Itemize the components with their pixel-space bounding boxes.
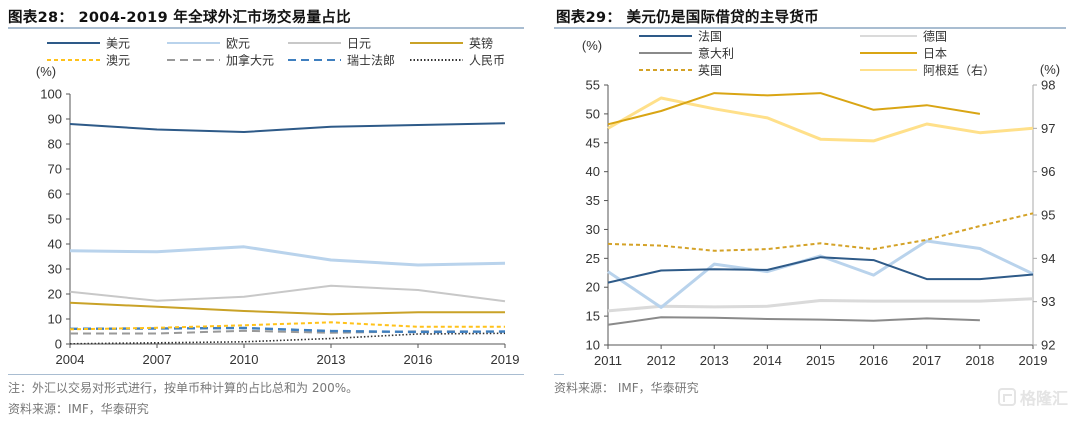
legend-label: 澳元 — [106, 54, 130, 68]
x-tick-label: 2007 — [143, 352, 172, 367]
left-chart-source: 资料来源：IMF，华泰研究 — [8, 402, 149, 416]
series-line-series-1 — [607, 297, 1034, 313]
series-line-series-0 — [607, 256, 1034, 284]
series-line-series-4 — [607, 212, 1034, 252]
series-line-series-6 — [607, 239, 1034, 309]
series-line-series-2 — [69, 284, 506, 303]
series-line-series-2 — [607, 316, 980, 326]
legend-label: 英镑 — [469, 36, 493, 51]
left-chart-note: 注：外汇以交易对形式进行，按单币种计算的占比总和为 200%。 — [8, 381, 359, 395]
y-tick-label: 100 — [40, 87, 62, 102]
x-tick-label: 2018 — [965, 353, 994, 368]
right-bottom-rule — [554, 374, 564, 375]
y-tick-label: 0 — [55, 337, 62, 352]
y-tick-label: 50 — [48, 212, 62, 227]
y-axis-unit-label: (%) — [36, 64, 56, 79]
right-chart-source: 资料来源： IMF，华泰研究 — [554, 381, 699, 395]
right-chart-title: 图表29： 美元仍是国际借贷的主导货币 — [556, 10, 819, 26]
x-tick-label: 2016 — [859, 353, 888, 368]
y-tick-label: 20 — [586, 280, 600, 295]
x-tick-label: 2015 — [806, 353, 835, 368]
x-tick-label: 2004 — [56, 352, 85, 367]
watermark-text: 格隆汇 — [1019, 389, 1068, 408]
y-tick-label: 10 — [48, 312, 62, 327]
left-chart: 0 10 20 30 40 50 60 70 80 90 100 2004 2007 2010 2013 20… — [36, 36, 520, 368]
x-tick-label: 2013 — [317, 352, 346, 367]
series-line-series-0 — [69, 122, 506, 133]
x-tick-label: 2017 — [912, 353, 941, 368]
y-tick-label: 35 — [586, 193, 600, 208]
legend-label: 日本 — [923, 47, 947, 61]
watermark-logo-icon — [997, 388, 1016, 406]
x-tick-label: 2013 — [700, 353, 729, 368]
x-tick-label: 2010 — [230, 352, 259, 367]
series-line-series-3 — [607, 92, 981, 126]
y2-tick-label: 97 — [1041, 121, 1055, 136]
y-tick-label: 40 — [48, 237, 62, 252]
y-tick-label: 90 — [48, 112, 62, 127]
y-tick-label: 20 — [48, 287, 62, 302]
legend-label: 阿根廷（右） — [923, 63, 995, 78]
series-line-series-5 — [70, 329, 506, 335]
y2-tick-label: 93 — [1041, 294, 1055, 309]
left-chart-panel: 图表28： 2004-2019 年全球外汇市场交易量占比 0 10 20 30 40 50… — [8, 10, 524, 416]
y-tick-label: 50 — [586, 106, 600, 121]
y2-tick-label: 96 — [1041, 164, 1055, 179]
y-tick-label: 10 — [586, 338, 600, 353]
legend-label: 人民币 — [469, 54, 505, 68]
y-tick-label: 80 — [48, 137, 62, 152]
series-line-series-7 — [69, 332, 506, 345]
y-tick-label: 30 — [48, 262, 62, 277]
left-title-rule — [8, 27, 524, 29]
y-tick-label: 55 — [586, 78, 600, 93]
x-tick-label: 2012 — [647, 353, 676, 368]
y-tick-label: 15 — [586, 309, 600, 324]
x-tick-label: 2014 — [753, 353, 782, 368]
y2-axis-unit-label: (%) — [1040, 62, 1060, 77]
left-chart-title: 图表28： 2004-2019 年全球外汇市场交易量占比 — [8, 10, 351, 26]
right-chart: 10 15 20 25 30 35 40 45 50 55 2011 2012 2013 2014 2015… — [582, 29, 1060, 369]
y2-tick-label: 98 — [1041, 78, 1055, 93]
left-bottom-rule — [8, 374, 524, 375]
y2-tick-label: 92 — [1041, 338, 1055, 353]
x-tick-label: 2016 — [404, 352, 433, 367]
y-tick-label: 25 — [586, 251, 600, 266]
y-tick-label: 70 — [48, 162, 62, 177]
legend-label: 德国 — [923, 29, 947, 44]
x-tick-label: 2011 — [594, 353, 622, 368]
legend-label: 美元 — [106, 37, 130, 51]
legend-label: 法国 — [698, 30, 722, 44]
y2-tick-label: 94 — [1041, 251, 1055, 266]
series-line-series-3 — [69, 301, 505, 316]
y-tick-label: 45 — [586, 135, 600, 150]
series-line-series-4 — [69, 321, 505, 331]
right-chart-panel: 图表29： 美元仍是国际借贷的主导货币 10 15 20 25 30 35 40 45 50 55… — [540, 0, 1080, 421]
legend-label: 瑞士法郎 — [347, 54, 395, 68]
series-line-series-5 — [607, 96, 1034, 143]
legend-label: 加拿大元 — [226, 53, 274, 68]
legend-label: 意大利 — [698, 46, 734, 61]
series-line-series-1 — [69, 245, 506, 267]
y2-tick-label: 95 — [1041, 208, 1055, 223]
watermark: 格隆汇 — [997, 385, 1068, 409]
y-tick-label: 40 — [586, 164, 600, 179]
x-tick-label: 2019 — [1019, 353, 1048, 368]
y-axis-unit-label: (%) — [582, 38, 602, 53]
legend-label: 英国 — [698, 64, 722, 78]
y-tick-label: 60 — [48, 187, 62, 202]
legend-label: 欧元 — [226, 37, 250, 51]
legend-label: 日元 — [347, 37, 371, 51]
right-title-rule — [554, 27, 1066, 29]
y-tick-label: 30 — [586, 222, 600, 237]
x-tick-label: 2019 — [491, 352, 520, 367]
